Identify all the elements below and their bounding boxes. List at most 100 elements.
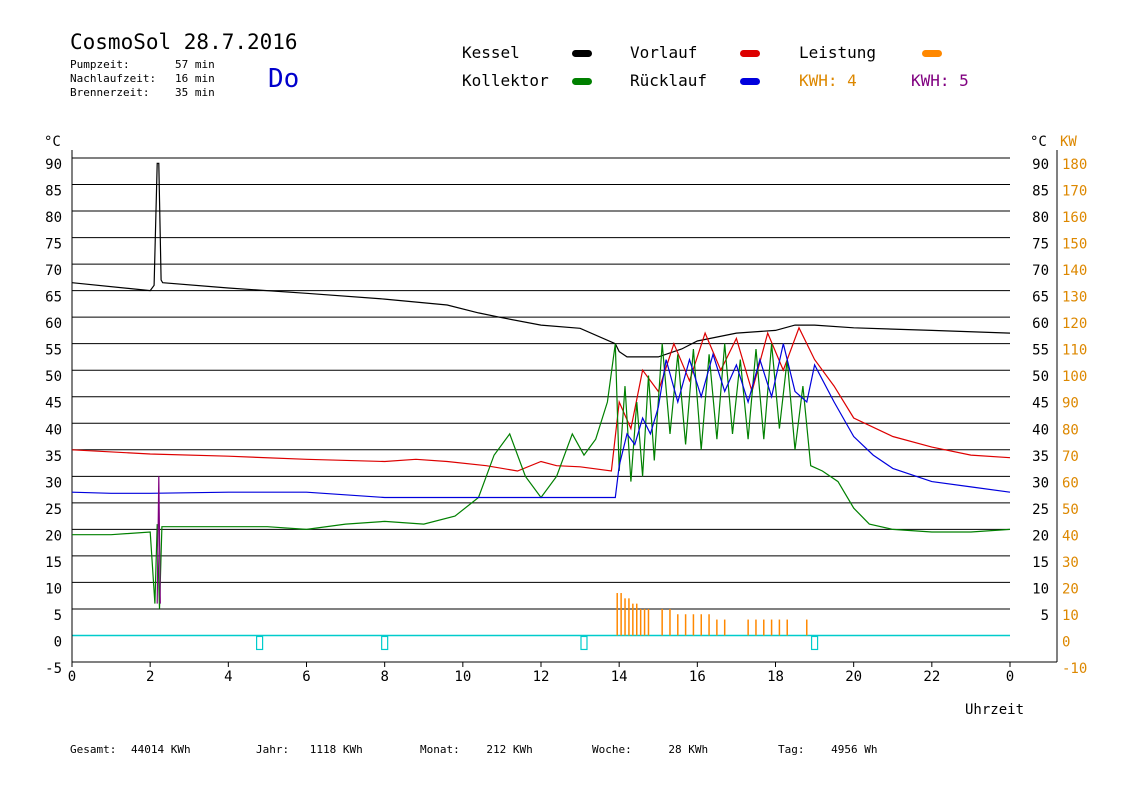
y-tick-left: 70 xyxy=(45,263,62,279)
legend-kollektor-label: Kollektor xyxy=(462,71,549,90)
y-axis-kw-unit: KW xyxy=(1060,134,1077,150)
y-tick-left: 50 xyxy=(45,369,62,385)
y-tick-left: 35 xyxy=(45,449,62,465)
y-tick-right: 55 xyxy=(1032,343,1049,359)
series-kollektor xyxy=(72,343,1011,609)
footer-value: 212 KWh xyxy=(486,743,533,756)
y-tick-kw: 10 xyxy=(1062,608,1079,624)
y-tick-kw: 100 xyxy=(1062,369,1087,385)
y-tick-kw: 30 xyxy=(1062,555,1079,571)
series-rcklauf xyxy=(71,343,1011,499)
info-value: 16 min xyxy=(175,72,215,85)
y-tick-kw: 20 xyxy=(1062,581,1079,597)
y-tick-right: 10 xyxy=(1032,581,1049,597)
y-tick-kw: 90 xyxy=(1062,396,1079,412)
y-tick-left: 85 xyxy=(45,184,62,200)
chart-axes xyxy=(71,150,1058,663)
y-tick-right: 65 xyxy=(1032,290,1049,306)
info-value: 57 min xyxy=(175,58,215,71)
y-tick-left: 20 xyxy=(45,528,62,544)
chart-grid xyxy=(72,157,1010,637)
y-tick-kw: 70 xyxy=(1062,449,1079,465)
pump-marker xyxy=(381,635,389,651)
y-tick-left: 10 xyxy=(45,581,62,597)
series-vorlauf xyxy=(71,326,1011,472)
y-tick-right: 15 xyxy=(1032,555,1049,571)
y-tick-right: 40 xyxy=(1032,422,1049,438)
weekday-label: Do xyxy=(268,64,300,94)
x-tick-label: 16 xyxy=(689,669,706,685)
footer-value: 28 KWh xyxy=(668,743,709,756)
y-tick-right: 35 xyxy=(1032,449,1049,465)
x-tick-label: 20 xyxy=(845,669,862,685)
footer-label: Tag: xyxy=(778,743,805,756)
footer-value: 4956 Wh xyxy=(831,743,878,756)
chart-title: CosmoSol 28.7.2016 xyxy=(70,30,298,54)
legend-leistung-label: Leistung xyxy=(799,43,877,62)
y-tick-kw: 40 xyxy=(1062,528,1079,544)
y-tick-right: 5 xyxy=(1041,608,1049,624)
y-tick-kw: 60 xyxy=(1062,475,1079,491)
y-tick-left: 65 xyxy=(45,290,62,306)
x-tick-label: 6 xyxy=(302,669,310,685)
footer-value: 44014 KWh xyxy=(130,743,191,756)
y-axis-left-unit: °C xyxy=(44,134,61,150)
y-tick-kw: 160 xyxy=(1062,210,1087,226)
y-tick-left: 25 xyxy=(45,502,62,518)
y-tick-kw: 0 xyxy=(1062,634,1070,650)
legend-ruecklauf-swatch xyxy=(740,78,760,85)
info-label: Brennerzeit: xyxy=(70,86,150,99)
pump-marker xyxy=(580,635,588,651)
legend-kwh-5: KWH: 5 xyxy=(911,71,969,90)
y-tick-right: 25 xyxy=(1032,502,1049,518)
x-tick-label: 8 xyxy=(380,669,388,685)
y-tick-kw: 110 xyxy=(1062,343,1087,359)
pump-marker xyxy=(810,635,819,651)
pump-marker xyxy=(256,635,264,651)
y-tick-left: 30 xyxy=(45,475,62,491)
x-tick-label: 12 xyxy=(533,669,550,685)
y-tick-left: 75 xyxy=(45,237,62,253)
info-pumpzeit: Pumpzeit: 57 min xyxy=(70,58,215,71)
y-tick-left: -5 xyxy=(45,661,62,677)
x-tick-label: 0 xyxy=(68,669,76,685)
y-tick-left: 90 xyxy=(45,157,62,173)
y-tick-kw: 130 xyxy=(1062,290,1087,306)
y-tick-right: 85 xyxy=(1032,184,1049,200)
y-tick-kw: 80 xyxy=(1062,422,1079,438)
legend-vorlauf-label: Vorlauf xyxy=(630,43,698,62)
y-tick-left: 60 xyxy=(45,316,62,332)
y-tick-right: 80 xyxy=(1032,210,1049,226)
footer-monat: Monat: 212 KWh xyxy=(420,743,533,756)
y-axis-right-unit: °C xyxy=(1030,134,1047,150)
y-tick-left: 0 xyxy=(54,634,62,650)
legend-vorlauf-swatch xyxy=(740,50,760,57)
y-tick-left: 15 xyxy=(45,555,62,571)
footer-woche: Woche: 28 KWh xyxy=(592,743,708,756)
info-brennerzeit: Brennerzeit: 35 min xyxy=(70,86,215,99)
y-tick-right: 30 xyxy=(1032,475,1049,491)
y-tick-kw: 50 xyxy=(1062,502,1079,518)
y-tick-right: 50 xyxy=(1032,369,1049,385)
y-tick-kw: -10 xyxy=(1062,661,1087,677)
x-tick-label: 22 xyxy=(923,669,940,685)
info-label: Nachlaufzeit: xyxy=(70,72,157,85)
y-tick-kw: 180 xyxy=(1062,157,1087,173)
y-tick-right: 60 xyxy=(1032,316,1049,332)
y-tick-right: 90 xyxy=(1032,157,1049,173)
x-axis-label: Uhrzeit xyxy=(965,702,1025,718)
y-tick-right: 20 xyxy=(1032,528,1049,544)
y-tick-right: 45 xyxy=(1032,396,1049,412)
y-tick-right: 70 xyxy=(1032,263,1049,279)
info-value: 35 min xyxy=(175,86,215,99)
info-label: Pumpzeit: xyxy=(70,58,130,71)
x-tick-label: 10 xyxy=(454,669,471,685)
y-tick-left: 40 xyxy=(45,422,62,438)
y-tick-left: 55 xyxy=(45,343,62,359)
info-nachlaufzeit: Nachlaufzeit: 16 min xyxy=(70,72,215,85)
series-brenner xyxy=(156,476,161,604)
chart-series xyxy=(71,162,1011,636)
y-tick-left: 5 xyxy=(54,608,62,624)
legend-leistung-swatch xyxy=(922,50,942,57)
